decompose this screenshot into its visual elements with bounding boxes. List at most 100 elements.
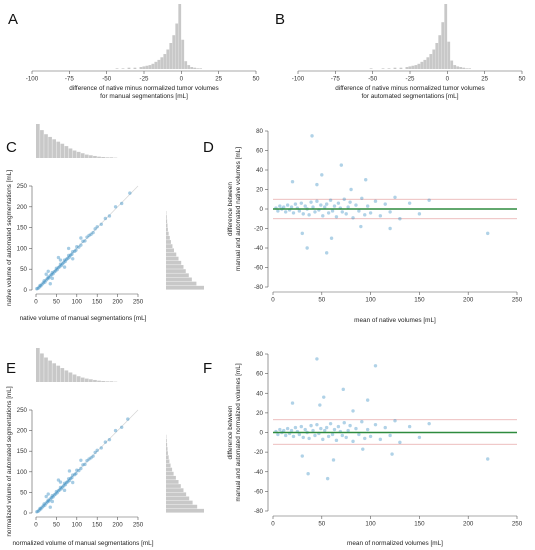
marginal-histogram-bar	[166, 227, 168, 232]
scatter-point	[303, 204, 307, 208]
histogram-bar	[127, 67, 131, 69]
scatter-point	[77, 245, 81, 249]
scatter-point	[351, 409, 355, 413]
scatter-point	[79, 458, 83, 462]
scatter-point	[60, 262, 65, 266]
x-tick-label: 200	[463, 297, 474, 304]
scatter-point	[325, 476, 330, 481]
scatter-point	[364, 178, 368, 182]
scatter-point	[81, 239, 85, 244]
scatter-point	[289, 428, 294, 433]
scatter-point	[283, 210, 288, 214]
x-tick-label: 250	[133, 522, 144, 529]
y-tick-label: 0	[24, 510, 28, 517]
scatter-point	[54, 489, 59, 494]
marginal-histogram-bar	[40, 353, 44, 382]
scatter-point	[290, 180, 295, 184]
marginal-histogram-bar	[76, 376, 81, 382]
scatter-point	[326, 434, 331, 439]
marginal-histogram-bar	[166, 223, 168, 228]
scatter-point	[119, 425, 124, 430]
scatter-point	[45, 500, 50, 504]
histogram-bar	[414, 65, 418, 69]
histogram-bar	[405, 67, 409, 69]
scatter-point	[311, 428, 315, 433]
scatter-point	[58, 258, 63, 262]
y-axis-label-line-2: manual and automated native volumes [mL]	[235, 147, 242, 271]
scatter-point	[74, 248, 78, 252]
x-tick-label: -25	[406, 76, 416, 83]
scatter-point	[39, 284, 43, 288]
scatter-point	[71, 473, 75, 477]
marginal-histogram-bar	[166, 260, 182, 265]
scatter-point	[44, 278, 48, 282]
y-tick-label: -40	[254, 469, 264, 476]
scatter-point	[291, 211, 296, 215]
scatter-point	[373, 199, 378, 203]
scatter-point	[407, 201, 412, 205]
histogram-bar	[178, 4, 182, 69]
histogram-bar	[420, 61, 424, 69]
scatter-point	[62, 260, 66, 265]
y-tick-label: 0	[260, 430, 264, 437]
x-tick-label: -25	[140, 76, 150, 83]
scatter-point	[62, 258, 67, 262]
scatter-point	[321, 214, 325, 218]
x-axis-label: native volume of manual segmentations [m…	[20, 315, 147, 322]
marginal-histogram-bar	[68, 148, 73, 158]
scatter-point	[427, 198, 431, 202]
scatter-point	[388, 226, 392, 231]
identity-line	[35, 409, 139, 514]
scatter-point	[56, 478, 61, 482]
scatter-point	[373, 422, 378, 427]
y-tick-label: 40	[256, 167, 263, 174]
scatter-point	[357, 432, 361, 437]
scatter-point	[42, 502, 46, 506]
scatter-point	[70, 475, 74, 480]
scatter-point	[293, 425, 298, 430]
scatter-point	[39, 507, 43, 511]
scatter-point	[332, 427, 337, 432]
histogram-bar	[115, 68, 119, 69]
scatter-point	[48, 282, 52, 286]
scatter-point	[79, 466, 83, 471]
marginal-histogram-bar	[93, 379, 97, 382]
scatter-point	[68, 476, 73, 481]
marginal-histogram-bar	[166, 244, 173, 248]
scatter-point	[67, 255, 72, 259]
scatter-point	[363, 213, 367, 217]
scatter-point	[79, 236, 83, 240]
y-tick-label: -20	[254, 449, 264, 456]
marginal-histogram-bar	[166, 231, 169, 236]
scatter-point	[323, 428, 327, 433]
histogram-bar	[393, 67, 397, 69]
marginal-histogram-bar	[166, 492, 187, 497]
scatter-point	[41, 281, 46, 285]
scatter-point	[334, 438, 339, 443]
scatter-point	[37, 508, 41, 512]
marginal-histogram-bar	[166, 438, 167, 443]
scatter-point	[293, 202, 298, 206]
scatter-point	[46, 498, 50, 502]
scatter-point	[50, 276, 55, 281]
scatter-point	[64, 257, 69, 261]
y-tick-label: 100	[17, 469, 28, 476]
scatter-point	[336, 424, 341, 429]
scatter-point	[486, 457, 490, 461]
scatter-point	[330, 432, 335, 437]
y-tick-label: -60	[254, 488, 264, 495]
y-tick-label: 50	[20, 266, 27, 273]
scatter-point	[290, 401, 295, 405]
x-tick-label: 200	[112, 522, 123, 529]
scatter-point	[363, 436, 367, 441]
scatter-point	[300, 231, 304, 236]
scatter-point	[40, 505, 44, 509]
scatter-point	[38, 506, 42, 511]
y-tick-label: -40	[254, 245, 264, 252]
scatter-point	[47, 499, 51, 503]
histogram-bar	[133, 67, 137, 69]
x-axis-label: difference of native minus normalized tu…	[69, 85, 218, 92]
marginal-histogram-bar	[166, 442, 168, 447]
marginal-histogram-bar	[93, 155, 97, 158]
scatter-point	[330, 209, 335, 213]
